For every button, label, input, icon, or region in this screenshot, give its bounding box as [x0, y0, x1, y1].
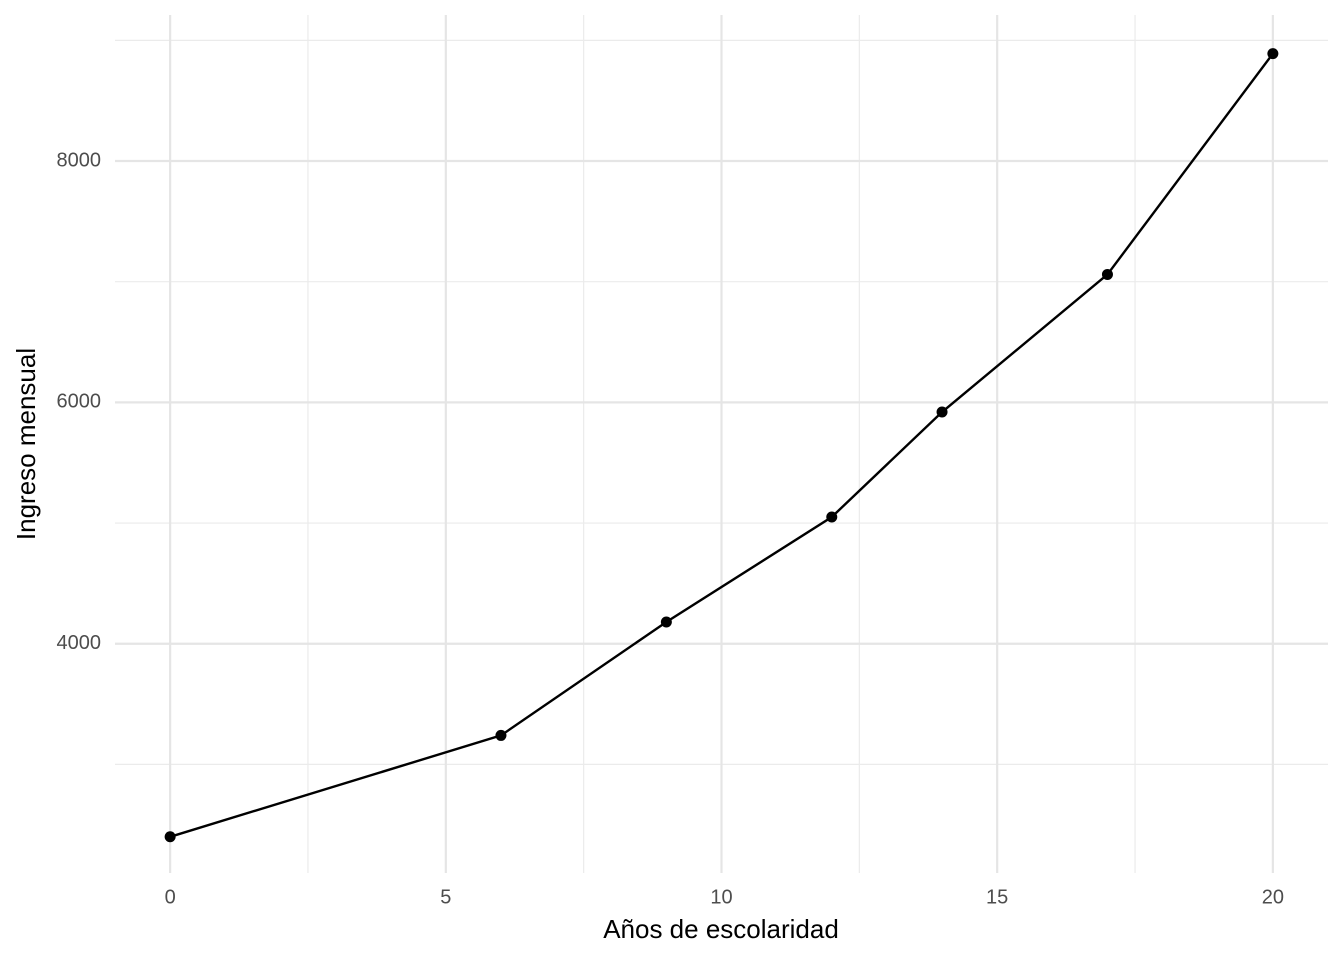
point — [1101, 268, 1113, 280]
y-axis-title: Ingreso mensual — [11, 348, 41, 540]
x-tick-label: 5 — [440, 886, 451, 908]
point — [936, 406, 948, 418]
x-tick-label: 15 — [986, 886, 1008, 908]
y-tick-label: 4000 — [57, 632, 102, 654]
x-tick-label: 0 — [165, 886, 176, 908]
point — [164, 831, 176, 843]
point — [660, 616, 672, 628]
point — [495, 729, 507, 741]
x-tick-label: 10 — [710, 886, 732, 908]
point — [1267, 48, 1279, 60]
point — [826, 511, 838, 523]
y-tick-label: 6000 — [57, 391, 102, 413]
x-tick-label: 20 — [1262, 886, 1284, 908]
y-tick-label: 8000 — [57, 149, 102, 171]
x-axis-title: Años de escolaridad — [603, 914, 839, 944]
